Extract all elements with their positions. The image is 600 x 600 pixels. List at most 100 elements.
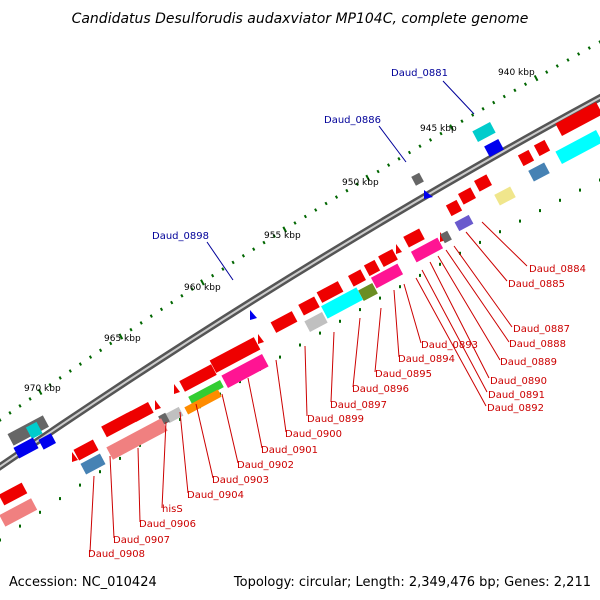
tick-mark <box>499 230 501 234</box>
gene-red-15[interactable] <box>179 364 217 392</box>
tick-mark <box>190 287 194 291</box>
gene-daud-0898[interactable] <box>250 310 257 320</box>
label-daud-0898[interactable]: Daud_0898 <box>152 231 209 242</box>
tick-mark <box>533 74 539 82</box>
tick-mark <box>0 418 2 422</box>
gene-red-4[interactable] <box>474 174 492 192</box>
gene-red-18[interactable] <box>73 439 99 461</box>
label-daud-0888[interactable]: Daud_0888 <box>509 339 566 350</box>
tick-mark <box>99 348 103 353</box>
tick-mark <box>539 209 541 213</box>
gene-deeppink-2[interactable] <box>370 263 404 289</box>
gene-feature-small-blue[interactable] <box>424 190 433 199</box>
label-daud-0901[interactable]: Daud_0901 <box>261 445 318 456</box>
label-daud-0907[interactable]: Daud_0907 <box>113 535 170 546</box>
label-daud-0884[interactable]: Daud_0884 <box>529 264 586 275</box>
gene-daud-0886[interactable] <box>411 172 424 186</box>
gene-red-1[interactable] <box>555 102 600 136</box>
gene-lightcoral-1[interactable] <box>106 418 168 460</box>
label-daud-0903[interactable]: Daud_0903 <box>212 475 269 486</box>
gene-lightcoral-2[interactable] <box>0 498 38 527</box>
gene-steelblue-2[interactable] <box>80 453 106 475</box>
label-daud-0890[interactable]: Daud_0890 <box>490 376 547 387</box>
label-daud-0893[interactable]: Daud_0893 <box>421 340 478 351</box>
gene-red-19[interactable] <box>0 482 28 506</box>
label-daud-0902[interactable]: Daud_0902 <box>237 460 294 471</box>
gene-red-14[interactable] <box>209 337 261 373</box>
gene-cyan-2[interactable] <box>321 287 363 319</box>
bottom-gene-labels: Daud_0884 Daud_0885 Daud_0887 Daud_0888 … <box>88 264 586 560</box>
gene-feature-blue[interactable] <box>484 138 504 158</box>
gene-red-10[interactable] <box>348 269 366 287</box>
gene-silver[interactable] <box>304 312 328 332</box>
tick-mark <box>399 285 401 289</box>
gene-tri-4[interactable] <box>174 384 180 394</box>
gene-tri-5[interactable] <box>155 400 161 410</box>
gene-feature-blue-left-2[interactable] <box>38 433 56 450</box>
gene-red-3[interactable] <box>517 149 535 167</box>
label-daud-0886[interactable]: Daud_0886 <box>324 115 381 126</box>
gene-red-12[interactable] <box>298 296 320 316</box>
gene-red-17[interactable] <box>130 402 154 422</box>
tick-mark <box>439 131 443 136</box>
tick-mark <box>241 254 245 258</box>
label-daud-0906[interactable]: Daud_0906 <box>139 519 196 530</box>
gene-feature-blue-left[interactable] <box>13 437 39 459</box>
label-daud-0897[interactable]: Daud_0897 <box>330 400 387 411</box>
tick-mark <box>28 397 32 401</box>
gene-slateblue[interactable] <box>454 214 474 232</box>
gene-tri-2[interactable] <box>396 244 402 254</box>
gene-red-9[interactable] <box>363 259 381 277</box>
tick-mark <box>109 341 113 346</box>
gene-daud-0881[interactable] <box>472 122 496 142</box>
gene-red-5[interactable] <box>458 187 476 205</box>
tick-mark <box>481 107 485 111</box>
gene-red-16[interactable] <box>101 410 137 438</box>
label-daud-0899[interactable]: Daud_0899 <box>307 414 364 425</box>
gene-green[interactable] <box>188 380 224 404</box>
gene-tri-3[interactable] <box>258 334 264 344</box>
gene-orange[interactable] <box>184 389 222 415</box>
label-daud-0885[interactable]: Daud_0885 <box>508 279 565 290</box>
label-daud-0892[interactable]: Daud_0892 <box>487 403 544 414</box>
label-daud-0894[interactable]: Daud_0894 <box>398 354 455 365</box>
gene-red-7[interactable] <box>403 228 425 248</box>
tick-mark <box>48 383 52 387</box>
label-daud-0881[interactable]: Daud_0881 <box>391 68 448 79</box>
label-daud-0891[interactable]: Daud_0891 <box>488 390 545 401</box>
reverse-strand-features <box>0 102 600 527</box>
label-daud-0895[interactable]: Daud_0895 <box>375 369 432 380</box>
tick-mark <box>299 343 301 347</box>
tick-mark <box>8 411 12 415</box>
gene-deeppink-3[interactable] <box>221 354 269 388</box>
gene-gray-small[interactable] <box>440 230 452 244</box>
label-daud-0900[interactable]: Daud_0900 <box>285 429 342 440</box>
tick-mark <box>379 296 381 300</box>
gene-khaki[interactable] <box>494 186 516 206</box>
tick-mark <box>282 226 287 233</box>
gene-red-6[interactable] <box>445 199 463 217</box>
gene-gray-2[interactable] <box>158 412 170 426</box>
gene-red-11[interactable] <box>316 281 344 303</box>
tick-mark <box>545 70 549 74</box>
gene-steelblue-1[interactable] <box>528 162 550 182</box>
gene-tri-6[interactable] <box>72 452 78 462</box>
label-hiss[interactable]: hisS <box>162 504 183 515</box>
tick-mark <box>502 94 506 99</box>
label-daud-0908[interactable]: Daud_0908 <box>88 549 145 560</box>
gene-red-8[interactable] <box>378 248 398 268</box>
gene-cyan-1[interactable] <box>555 130 600 164</box>
label-daud-0889[interactable]: Daud_0889 <box>500 357 557 368</box>
gene-red-2[interactable] <box>533 139 551 157</box>
gene-feature-cyan[interactable] <box>25 421 43 439</box>
gene-deeppink-1[interactable] <box>410 237 444 263</box>
gene-silver-2[interactable] <box>164 406 184 424</box>
tick-mark <box>272 234 276 238</box>
gene-red-13[interactable] <box>270 311 298 333</box>
gene-olive[interactable] <box>358 282 378 302</box>
label-daud-0896[interactable]: Daud_0896 <box>352 384 409 395</box>
label-daud-0887[interactable]: Daud_0887 <box>513 324 570 335</box>
label-daud-0904[interactable]: Daud_0904 <box>187 490 244 501</box>
tick-mark <box>492 100 496 105</box>
